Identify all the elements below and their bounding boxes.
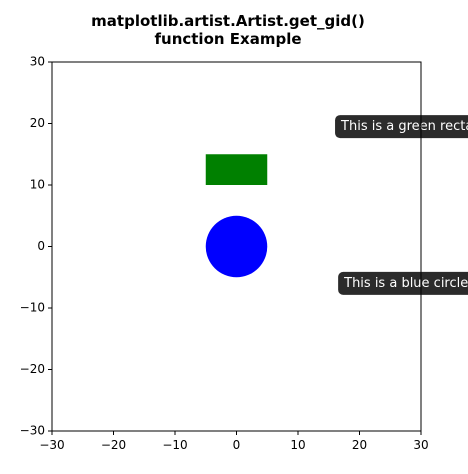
y-tick-label: 30 [30, 55, 45, 69]
y-tick-label: −10 [20, 301, 45, 315]
x-tick-label: −30 [39, 438, 64, 452]
data-shapes [205, 154, 268, 278]
y-tick-label: 20 [30, 116, 45, 130]
annotation-box [338, 271, 468, 295]
x-tick-label: 20 [352, 438, 367, 452]
chart-title-line-2: function Example [154, 30, 301, 48]
x-tick-label: 10 [290, 438, 305, 452]
annotation-text: This is a blue circle. [343, 276, 468, 291]
green-rectangle [205, 154, 268, 185]
chart-title-line-1: matplotlib.artist.Artist.get_gid() [91, 12, 365, 30]
annotation-1: This is a green rectangle. [335, 115, 468, 139]
x-tick-label: −10 [162, 438, 187, 452]
annotation-text: This is a green rectangle. [340, 119, 468, 134]
annotations: This is a green rectangle. This is a blue… [335, 115, 468, 295]
blue-circle [205, 215, 268, 278]
x-tick-label: −20 [101, 438, 126, 452]
x-tick-label: 30 [413, 438, 428, 452]
y-tick-label: −20 [20, 362, 45, 376]
annotation-2: This is a blue circle. [338, 271, 468, 295]
axes: −30 −20 −10 0 10 20 30 −30 −20 −10 0 10 20 30 [20, 55, 429, 453]
y-tick-label: 0 [37, 239, 45, 253]
annotation-box [335, 115, 468, 139]
y-tick-label: −30 [20, 424, 45, 438]
y-tick-label: 10 [30, 178, 45, 192]
x-tick-label: 0 [233, 438, 241, 452]
